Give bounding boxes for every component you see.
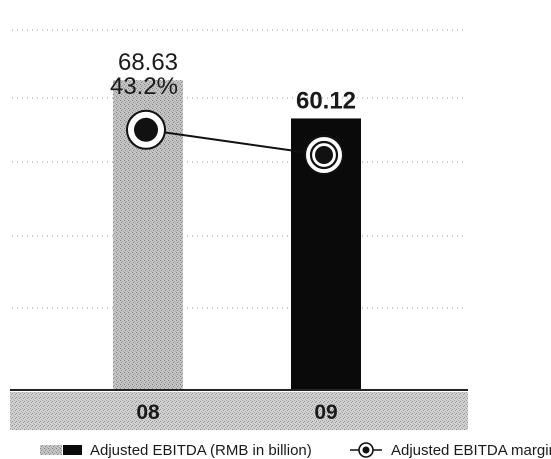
margin-marker-dot-08 (134, 117, 158, 142)
x-axis-band (10, 392, 468, 430)
category-label-08: 08 (136, 401, 160, 424)
gridlines (12, 29, 466, 309)
legend-swatch-light (40, 445, 62, 455)
legend: Adjusted EBITDA (RMB in billion) Adjuste… (40, 442, 551, 459)
margin-marker-dot-09 (315, 146, 333, 164)
margin-label-08: 43.2% (110, 73, 178, 100)
category-label-09: 09 (314, 401, 337, 424)
margin-marker-ring-09 (309, 140, 339, 170)
legend-swatch-dark (63, 445, 82, 455)
legend-margin-marker-dot (362, 446, 370, 454)
bar-value-label-09: 60.12 (296, 87, 356, 114)
margin-line (145, 128, 325, 156)
legend-ebitda-label: Adjusted EBITDA (RMB in billion) (90, 442, 312, 459)
bar-value-label-08: 68.63 (118, 49, 178, 76)
legend-margin-label: Adjusted EBITDA margin (391, 442, 551, 459)
